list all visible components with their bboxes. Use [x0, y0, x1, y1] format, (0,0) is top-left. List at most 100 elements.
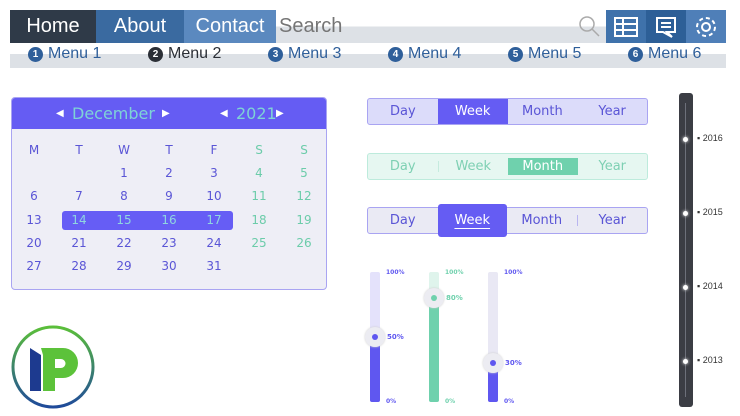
nav-home[interactable]: Home [10, 10, 96, 43]
vertical-slider[interactable]: 30% 100% 0% [483, 269, 523, 405]
calendar-day[interactable]: 30 [161, 259, 177, 274]
calendar-day-selected[interactable]: 16 [161, 212, 177, 227]
calendar: ◀ December ▶ ◀ 2021 ▶ M T W T F S S 1 2 3 4 5 6 7 8 9 10… [11, 97, 327, 290]
sub-menu: 1 Menu 1 2 Menu 2 3 Menu 3 4 Menu 4 5 Menu 5 … [10, 43, 726, 68]
weekday-label: M [28, 143, 40, 157]
menu-item-4[interactable]: 4 Menu 4 [388, 45, 461, 63]
calendar-day[interactable]: 4 [255, 166, 263, 180]
number-badge: 4 [388, 46, 403, 62]
calendar-day[interactable]: 5 [300, 166, 308, 180]
prev-month-icon[interactable]: ◀ [56, 108, 64, 119]
seg-day[interactable]: Day [390, 104, 416, 119]
slider-fill [429, 298, 439, 402]
menu-label: Menu 5 [528, 45, 582, 62]
seg-year[interactable]: Year [598, 213, 627, 228]
calendar-day[interactable]: 7 [75, 189, 83, 204]
calendar-day[interactable]: 1 [120, 166, 128, 180]
year-2014[interactable]: ▪ 2014 [697, 281, 723, 291]
search-input[interactable] [276, 10, 556, 43]
timeline-dot[interactable] [683, 137, 688, 142]
table-icon [614, 16, 638, 37]
calendar-day[interactable]: 8 [120, 189, 128, 204]
timeline-slider[interactable] [679, 93, 693, 407]
seg-week-active[interactable]: Week [437, 204, 507, 237]
nav-about[interactable]: About [96, 10, 184, 43]
year-2013[interactable]: ▪ 2013 [697, 355, 723, 365]
vertical-slider[interactable]: 50% 100% 0% [365, 269, 405, 405]
segmented-control-1: Day Week Month Year [367, 98, 648, 125]
menu-label: Menu 4 [408, 45, 462, 62]
menu-item-6[interactable]: 6 Menu 6 [628, 45, 701, 63]
slider-handle[interactable] [483, 353, 503, 373]
menu-item-1[interactable]: 1 Menu 1 [28, 45, 101, 63]
timeline-dot[interactable] [683, 359, 688, 364]
calendar-day[interactable]: 31 [206, 259, 222, 274]
menu-item-5[interactable]: 5 Menu 5 [508, 45, 581, 63]
weekday-label: F [210, 143, 218, 157]
calendar-day-selected[interactable]: 17 [206, 212, 222, 227]
weekday-label: T [165, 143, 173, 157]
calendar-day[interactable]: 2 [165, 166, 173, 180]
seg-day[interactable]: Day [368, 159, 439, 174]
slider-handle[interactable] [424, 288, 444, 308]
menu-item-3[interactable]: 3 Menu 3 [268, 45, 341, 63]
next-month-icon[interactable]: ▶ [162, 108, 170, 119]
year-2016[interactable]: ▪ 2016 [697, 133, 723, 143]
calendar-day[interactable]: 9 [165, 189, 173, 204]
calendar-day[interactable]: 10 [206, 189, 222, 204]
calendar-day[interactable]: 19 [296, 212, 312, 227]
seg-year[interactable]: Year [598, 104, 626, 119]
calendar-day[interactable]: 29 [116, 259, 132, 274]
slider-handle[interactable] [365, 327, 385, 347]
year-label: 2021 [236, 104, 277, 123]
nav-contact[interactable]: Contact [184, 10, 276, 43]
seg-week-active[interactable]: Week [437, 99, 508, 124]
calendar-day[interactable]: 20 [26, 235, 42, 250]
calendar-day[interactable]: 11 [251, 189, 267, 204]
seg-week[interactable]: Week [455, 159, 492, 174]
comment-button[interactable] [646, 10, 686, 43]
weekday-label: T [75, 143, 83, 157]
seg-month[interactable]: Month [522, 104, 563, 119]
slider-fill [370, 337, 380, 402]
calendar-day[interactable]: 23 [161, 235, 177, 250]
timeline-dot[interactable] [683, 211, 688, 216]
calendar-day[interactable]: 3 [210, 166, 218, 180]
calendar-day[interactable]: 18 [251, 212, 267, 227]
slider-min-label: 0% [445, 398, 456, 405]
calendar-day[interactable]: 28 [71, 259, 87, 274]
next-year-icon[interactable]: ▶ [276, 108, 284, 119]
number-badge: 2 [148, 46, 163, 62]
calendar-day[interactable]: 22 [116, 235, 132, 250]
menu-item-2[interactable]: 2 Menu 2 [148, 45, 221, 63]
seg-year[interactable]: Year [598, 159, 627, 174]
search-icon[interactable] [578, 15, 600, 37]
menu-label: Menu 2 [168, 45, 222, 62]
calendar-day-selected[interactable]: 15 [116, 212, 132, 227]
seg-month-active[interactable]: Month [508, 158, 578, 175]
slider-max-label: 100% [386, 269, 405, 276]
calendar-day[interactable]: 21 [71, 235, 87, 250]
year-2015[interactable]: ▪ 2015 [697, 207, 723, 217]
table-button[interactable] [606, 10, 646, 43]
timeline-dot[interactable] [683, 285, 688, 290]
menu-label: Menu 1 [48, 45, 102, 62]
calendar-day[interactable]: 25 [251, 235, 267, 250]
calendar-day[interactable]: 26 [296, 235, 312, 250]
calendar-day[interactable]: 6 [30, 189, 38, 204]
comment-icon [656, 16, 676, 38]
slider-fill [488, 363, 498, 402]
vertical-slider[interactable]: 80% 100% 0% [424, 269, 464, 405]
seg-day[interactable]: Day [389, 213, 416, 228]
calendar-day[interactable]: 12 [296, 189, 312, 204]
calendar-day-selected[interactable]: 14 [71, 212, 87, 227]
weekday-label: S [255, 143, 263, 157]
calendar-day[interactable]: 24 [206, 235, 222, 250]
settings-button[interactable] [686, 10, 726, 43]
calendar-day[interactable]: 27 [26, 259, 42, 274]
prev-year-icon[interactable]: ◀ [220, 108, 228, 119]
number-badge: 6 [628, 46, 643, 62]
seg-month[interactable]: Month [507, 213, 578, 228]
calendar-day[interactable]: 13 [26, 212, 42, 227]
weekday-label: S [300, 143, 308, 157]
